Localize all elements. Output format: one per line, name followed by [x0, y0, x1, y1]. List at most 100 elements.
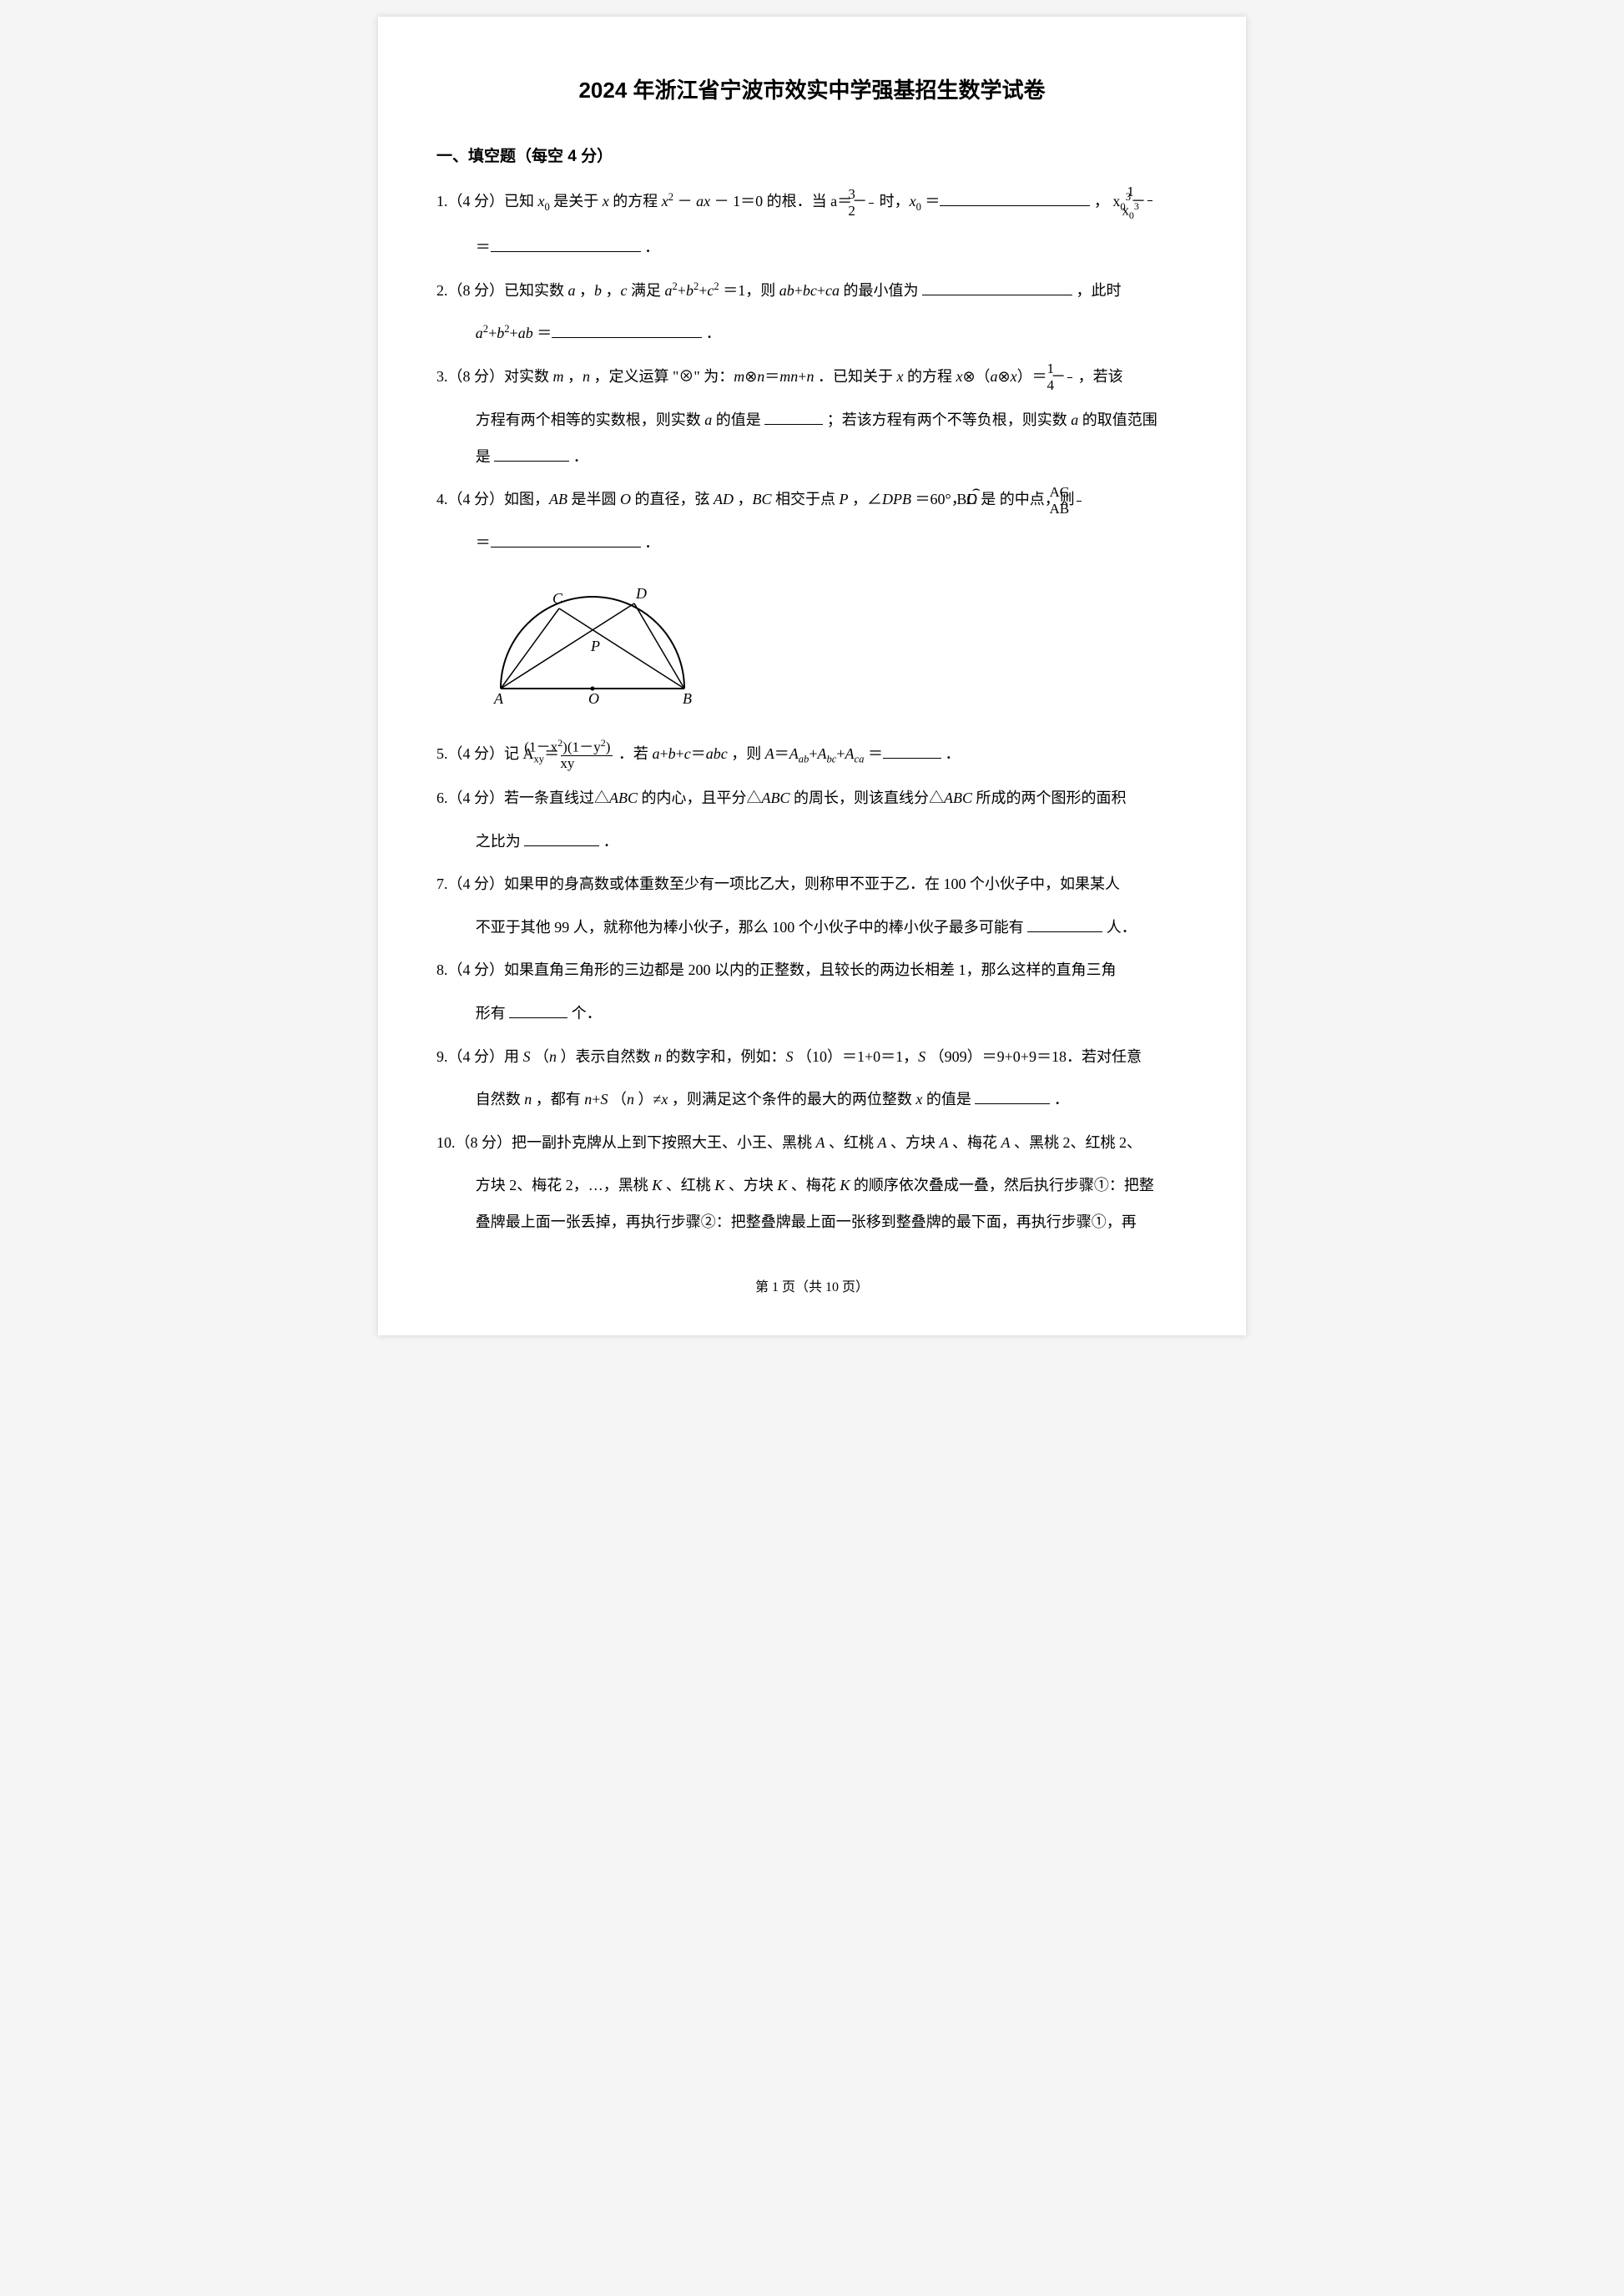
q9-text: 9.（4 分）用 [436, 1048, 523, 1065]
q3-text: 3.（8 分）对实数 [436, 368, 553, 385]
q2-text: ，此时 [1077, 282, 1122, 299]
q4-text: ，∠ [852, 491, 882, 507]
blank [491, 532, 641, 548]
q9-text: 的值是 [926, 1091, 976, 1108]
question-7-cont: 不亚于其他 99 人，就称他为棒小伙子，那么 100 个小伙子中的棒小伙子最多可… [436, 911, 1188, 945]
q3-text: ；若该方程有两个不等负根，则实数 [827, 411, 1072, 428]
q4-text: 4.（4 分）如图， [436, 491, 549, 507]
q5-text: ＝ [868, 745, 883, 762]
question-4-cont: ＝ ． [436, 527, 1188, 560]
q2-text: 满足 [631, 282, 665, 299]
q4-text: 相交于点 [775, 491, 840, 507]
svg-text:O: O [588, 690, 599, 707]
q2-text: ． [706, 325, 721, 341]
q8-text: 形有 [476, 1005, 510, 1022]
blank [494, 446, 569, 462]
q10-text: 、红桃 [666, 1177, 715, 1193]
q3-text: ， [567, 368, 583, 385]
q2-text: 2.（8 分）已知实数 [436, 282, 568, 299]
question-6: 6.（4 分）若一条直线过△ABC 的内心，且平分△ABC 的周长，则该直线分△… [436, 782, 1188, 815]
q10-text: 方块 2、梅花 2，…，黑桃 [476, 1177, 653, 1193]
q4-text: 的直径，弦 [635, 491, 714, 507]
q3-text: 方程有两个相等的实数根，则实数 [476, 411, 705, 428]
q3-text: ． [573, 448, 588, 465]
q6-text: ． [603, 833, 618, 850]
question-7: 7.（4 分）如果甲的身高数或体重数至少有一项比乙大，则称甲不亚于乙．在 100… [436, 868, 1188, 901]
blank [764, 409, 823, 425]
q9-text: （ [612, 1091, 627, 1108]
blank [940, 190, 1090, 206]
q10-text: 、梅花 [952, 1134, 1001, 1151]
q6-text: 的内心，且平分△ [642, 790, 762, 806]
q7-text: 7.（4 分）如果甲的身高数或体重数至少有一项比乙大，则称甲不亚于乙．在 100… [436, 876, 1120, 892]
q4-text: 是 [981, 491, 996, 507]
blank [524, 830, 599, 846]
svg-text:D: D [635, 585, 647, 602]
question-9-cont: 自然数 n ，都有 n+S （n ）≠x ，则满足这个条件的最大的两位整数 x … [436, 1083, 1188, 1117]
blank [491, 236, 641, 252]
page-title: 2024 年浙江省宁波市效实中学强基招生数学试卷 [436, 67, 1188, 114]
q10-text: 、红桃 [829, 1134, 878, 1151]
q4-text: ． [644, 534, 659, 551]
q3-text: 的取值范围 [1082, 411, 1157, 428]
question-9: 9.（4 分）用 S （n ）表示自然数 n 的数字和，例如：S （10）＝1+… [436, 1041, 1188, 1074]
q10-text: 的顺序依次叠成一叠，然后执行步骤①：把整 [854, 1177, 1154, 1193]
q5-text: 5.（4 分）记 [436, 745, 523, 762]
blank [922, 280, 1072, 295]
q2-text: 的最小值为 [844, 282, 923, 299]
question-3: 3.（8 分）对实数 m ，n ，定义运算 "⊗" 为：m⊗n＝mn+n ．已知… [436, 361, 1188, 394]
question-3-cont: 方程有两个相等的实数根，则实数 a 的值是 ；若该方程有两个不等负根，则实数 a… [436, 404, 1188, 437]
q2-text: ， [579, 282, 594, 299]
q4-text: ＝ [476, 534, 491, 551]
q9-text: （909）＝9+0+9＝18．若对任意 [930, 1048, 1142, 1065]
page-footer: 第 1 页（共 10 页） [436, 1273, 1188, 1302]
q3-text: 的方程 [907, 368, 956, 385]
q6-text: 所成的两个图形的面积 [976, 790, 1127, 806]
question-1-cont: ＝ ． [436, 231, 1188, 265]
q1-text: ＝ [476, 239, 491, 255]
q9-text: ）表示自然数 [561, 1048, 655, 1065]
q1-text: ， [1094, 193, 1109, 209]
q4-text: 是半圆 [572, 491, 621, 507]
q9-text: ，则满足这个条件的最大的两位整数 [672, 1091, 916, 1108]
q5-text: ．若 [618, 745, 653, 762]
q1-text: ＝ [925, 193, 940, 209]
section-1-header: 一、填空题（每空 4 分） [436, 139, 1188, 174]
q1-text: ． [644, 239, 659, 255]
svg-text:A: A [493, 690, 504, 707]
q9-text: 自然数 [476, 1091, 525, 1108]
question-10-cont: 方块 2、梅花 2，…，黑桃 K 、红桃 K 、方块 K 、梅花 K 的顺序依次… [436, 1169, 1188, 1203]
blank [975, 1088, 1050, 1104]
q3-text: ，若该 [1078, 368, 1123, 385]
q3-text: ，定义运算 "⊗" 为： [594, 368, 734, 385]
q5-text: ． [945, 745, 960, 762]
q3-text: ．已知关于 [818, 368, 897, 385]
q5-text: ，则 [731, 745, 765, 762]
q9-text: 的数字和，例如： [666, 1048, 786, 1065]
q2-text: ＝1，则 [723, 282, 779, 299]
blank [1027, 916, 1102, 932]
q4-text: ， [738, 491, 753, 507]
svg-text:C: C [552, 590, 563, 607]
blank [509, 1002, 567, 1018]
question-2-cont: a2+b2+ab ＝ ． [436, 317, 1188, 351]
q9-text: ，都有 [536, 1091, 585, 1108]
q9-text: ）≠ [638, 1091, 661, 1108]
q8-text: 8.（4 分）如果直角三角形的三边都是 200 以内的正整数，且较长的两边长相差… [436, 961, 1117, 978]
question-4: 4.（4 分）如图，AB 是半圆 O 的直径，弦 AD ，BC 相交于点 P ，… [436, 483, 1188, 517]
q3-text: 是 [476, 448, 495, 465]
q2-text: ＝ [537, 325, 552, 341]
q1-text: 的方程 [613, 193, 662, 209]
q10-text: 、梅花 [791, 1177, 840, 1193]
q1-text: 时， [880, 193, 910, 209]
question-5: 5.（4 分）记 Axy＝(1－x2)(1－y2)xy ．若 a+b+c＝abc… [436, 738, 1188, 773]
question-8: 8.（4 分）如果直角三角形的三边都是 200 以内的正整数，且较长的两边长相差… [436, 954, 1188, 987]
blank [552, 322, 702, 338]
semicircle-diagram: A B C D O P [476, 572, 1188, 726]
question-1: 1.（4 分）已知 x0 是关于 x 的方程 x2 － ax － 1＝0 的根．… [436, 184, 1188, 221]
exam-page: 2024 年浙江省宁波市效实中学强基招生数学试卷 一、填空题（每空 4 分） 1… [378, 17, 1246, 1335]
q1-text: 1.（4 分）已知 [436, 193, 538, 209]
svg-text:P: P [590, 638, 600, 654]
q9-text: （10）＝1+0＝1， [797, 1048, 918, 1065]
q6-text: 的周长，则该直线分△ [794, 790, 944, 806]
